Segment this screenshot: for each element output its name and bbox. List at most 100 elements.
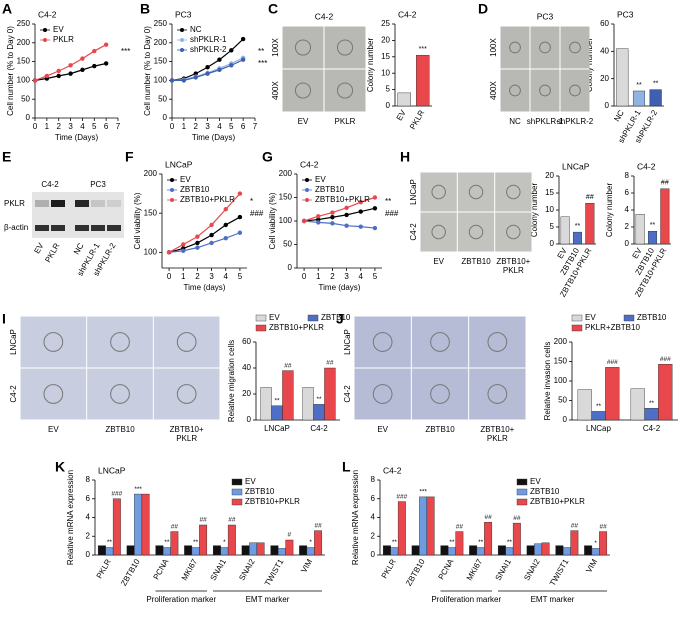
micrograph <box>495 212 532 252</box>
y-tick-label: 10 <box>545 205 554 214</box>
series-line <box>303 196 376 222</box>
y-tick-label: 5 <box>386 85 391 94</box>
point <box>195 240 200 246</box>
micrograph <box>560 26 590 69</box>
legend-label: EV <box>315 175 326 184</box>
row-label: PKLR <box>4 199 25 208</box>
point <box>330 210 335 215</box>
bar <box>260 387 272 421</box>
column-label: PKLR <box>176 434 197 443</box>
row-label: 400X <box>271 80 280 99</box>
chart-title: C4-2 <box>398 9 417 19</box>
bar <box>141 493 150 556</box>
legend-label: ZBTB10+PKLR <box>245 497 300 506</box>
x-tick-label: 1 <box>45 122 50 131</box>
significance: ## <box>513 515 521 522</box>
legend-swatch <box>623 314 635 322</box>
x-tick-label: 7 <box>116 122 121 131</box>
x-tick-label: 0 <box>170 122 175 131</box>
point <box>166 250 172 255</box>
micrograph <box>354 368 411 420</box>
x-tick-label: 4 <box>217 122 222 131</box>
chart-title: PC3 <box>617 9 634 19</box>
x-tick-label: 5 <box>92 122 97 131</box>
group-label: Proliferation marker <box>431 595 501 604</box>
significance: ## <box>661 180 669 187</box>
point <box>229 48 234 53</box>
group-label: EMT marker <box>531 595 575 604</box>
cell-colony <box>43 332 64 352</box>
y-axis-label: Colony number <box>605 183 614 238</box>
legend-swatch <box>255 324 267 332</box>
band <box>91 200 105 207</box>
micrograph <box>469 368 526 420</box>
y-tick-label: 100 <box>554 376 568 385</box>
significance: ** <box>258 47 264 56</box>
panel-letter: G <box>262 149 273 165</box>
micrograph <box>324 69 366 112</box>
x-tick-label: 7 <box>253 122 258 131</box>
group-label: PC3 <box>90 180 106 189</box>
legend-label: ZBTB10+PKLR <box>315 195 370 204</box>
x-tick-label: 5 <box>373 272 378 281</box>
significance: ** <box>164 539 170 546</box>
panel-letter: L <box>342 459 351 475</box>
legend-swatch <box>231 488 243 496</box>
x-tick-label: 4 <box>224 272 229 281</box>
row-label: LNCaP <box>409 179 418 205</box>
panel-letter: C <box>268 1 278 17</box>
bar <box>314 530 323 556</box>
row-label: 400X <box>489 80 498 99</box>
column-label: ZBTB10 <box>461 257 491 266</box>
y-tick-label: 2 <box>371 531 376 540</box>
point <box>358 224 363 229</box>
point <box>358 209 363 214</box>
column-label: PKLR <box>487 434 508 443</box>
panel-letter: F <box>125 149 134 165</box>
bar <box>599 531 608 556</box>
cell-colony <box>176 332 197 352</box>
column-label: ZBTB10 <box>105 425 135 434</box>
y-tick-label: 50 <box>158 94 167 103</box>
legend-marker <box>170 188 174 192</box>
x-tick-label: 3 <box>68 122 73 131</box>
chart-title: LNCaP <box>98 465 126 475</box>
x-tick-label: PCNA <box>152 557 171 581</box>
x-tick-label: 2 <box>195 272 200 281</box>
point <box>372 206 378 211</box>
bar <box>505 547 514 556</box>
cell-colony <box>176 384 197 404</box>
bar <box>382 545 391 556</box>
legend-label: ZBTB10 <box>321 313 351 322</box>
cell-colony <box>468 184 484 200</box>
micrograph <box>420 212 457 252</box>
significance: ## <box>484 514 492 521</box>
legend-swatch <box>307 314 319 322</box>
micrograph <box>469 316 526 368</box>
chart-title: C4-2 <box>637 161 656 171</box>
x-tick-label: LNCap <box>586 424 611 433</box>
significance: *** <box>419 46 427 53</box>
y-tick-label: 200 <box>144 169 158 178</box>
legend-label: ZBTB10+PKLR <box>269 323 324 332</box>
bar <box>591 548 600 556</box>
x-tick-label: C4-2 <box>310 424 328 433</box>
group-label: EMT marker <box>246 595 290 604</box>
point <box>301 218 307 224</box>
significance: ** <box>649 400 655 407</box>
y-tick-label: 5 <box>550 222 555 231</box>
significance: ## <box>199 517 207 524</box>
bar <box>324 367 336 421</box>
y-tick-label: 0 <box>288 263 293 272</box>
bar <box>299 545 308 556</box>
x-tick-label: 6 <box>241 122 246 131</box>
significance: ## <box>171 523 179 530</box>
significance: ## <box>599 523 607 530</box>
point <box>103 42 109 47</box>
bar <box>512 522 521 556</box>
bar <box>455 531 464 556</box>
panel-letter: A <box>2 1 12 17</box>
legend-marker <box>180 48 184 52</box>
y-tick-label: 250 <box>154 19 168 28</box>
legend-marker <box>170 178 174 182</box>
